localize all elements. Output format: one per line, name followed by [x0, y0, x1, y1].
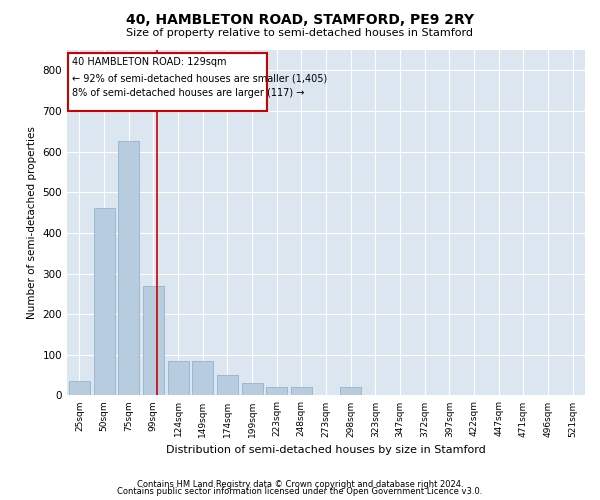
- Y-axis label: Number of semi-detached properties: Number of semi-detached properties: [27, 126, 37, 319]
- Text: Contains public sector information licensed under the Open Government Licence v3: Contains public sector information licen…: [118, 487, 482, 496]
- Text: Size of property relative to semi-detached houses in Stamford: Size of property relative to semi-detach…: [127, 28, 473, 38]
- Bar: [192, 361, 213, 396]
- Bar: [242, 383, 263, 396]
- X-axis label: Distribution of semi-detached houses by size in Stamford: Distribution of semi-detached houses by …: [166, 445, 486, 455]
- Bar: [167, 361, 188, 396]
- Bar: [94, 208, 115, 396]
- Bar: [217, 375, 238, 396]
- Text: ← 92% of semi-detached houses are smaller (1,405): ← 92% of semi-detached houses are smalle…: [72, 74, 327, 84]
- Text: 40, HAMBLETON ROAD, STAMFORD, PE9 2RY: 40, HAMBLETON ROAD, STAMFORD, PE9 2RY: [126, 12, 474, 26]
- Bar: [118, 142, 139, 396]
- Text: 40 HAMBLETON ROAD: 129sqm: 40 HAMBLETON ROAD: 129sqm: [72, 57, 226, 67]
- Bar: [266, 388, 287, 396]
- Bar: [291, 388, 312, 396]
- Bar: [69, 381, 90, 396]
- Text: 8% of semi-detached houses are larger (117) →: 8% of semi-detached houses are larger (1…: [72, 88, 304, 98]
- FancyBboxPatch shape: [68, 54, 267, 111]
- Text: Contains HM Land Registry data © Crown copyright and database right 2024.: Contains HM Land Registry data © Crown c…: [137, 480, 463, 489]
- Bar: [340, 388, 361, 396]
- Bar: [143, 286, 164, 396]
